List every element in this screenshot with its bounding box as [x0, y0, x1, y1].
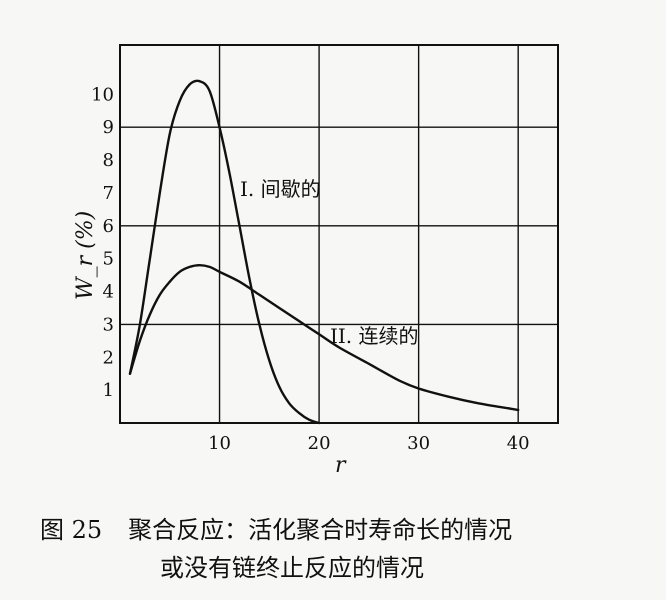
figure-number: 图 25 [40, 516, 103, 544]
x-axis-label: r [335, 453, 347, 478]
x-tick-label: 30 [407, 433, 430, 454]
annotation-series-2: II. 连续的 [330, 324, 419, 348]
y-tick-labels: 1 2 3 4 5 6 7 8 9 10 [91, 84, 114, 401]
y-tick-label: 9 [103, 117, 114, 138]
plot-frame [119, 44, 559, 424]
y-tick-label: 10 [91, 84, 114, 105]
y-tick-label: 4 [103, 282, 114, 303]
series-line-1 [128, 79, 321, 425]
chart: 1 2 3 4 5 6 7 8 9 10 10 20 30 40 I. 间歇的 II. 连续的 r W_… [73, 44, 559, 478]
series-line-2 [128, 264, 520, 412]
x-tick-label: 10 [208, 433, 231, 454]
caption-text-1: 聚合反应：活化聚合时寿命长的情况 [128, 516, 513, 544]
y-tick-label: 1 [103, 380, 114, 401]
y-tick-label: 2 [103, 347, 114, 368]
y-tick-label: 3 [103, 314, 114, 335]
annotation-series-1: I. 间歇的 [240, 177, 321, 201]
y-tick-label: 6 [103, 216, 114, 237]
grid [120, 45, 558, 423]
caption-line-2: 或没有链终止反应的情况 [160, 548, 666, 583]
curves [128, 79, 520, 425]
y-tick-label: 7 [103, 183, 114, 204]
caption-text-2: 或没有链终止反应的情况 [160, 554, 424, 582]
y-tick-label: 8 [103, 150, 114, 171]
caption-line-1: 图 25 聚合反应：活化聚合时寿命长的情况 [40, 510, 666, 545]
x-tick-labels: 10 20 30 40 [208, 433, 530, 454]
x-tick-label: 40 [507, 433, 530, 454]
y-tick-label: 5 [103, 249, 114, 270]
x-tick-label: 20 [308, 433, 331, 454]
y-axis-label: W_r (%) [73, 211, 98, 300]
